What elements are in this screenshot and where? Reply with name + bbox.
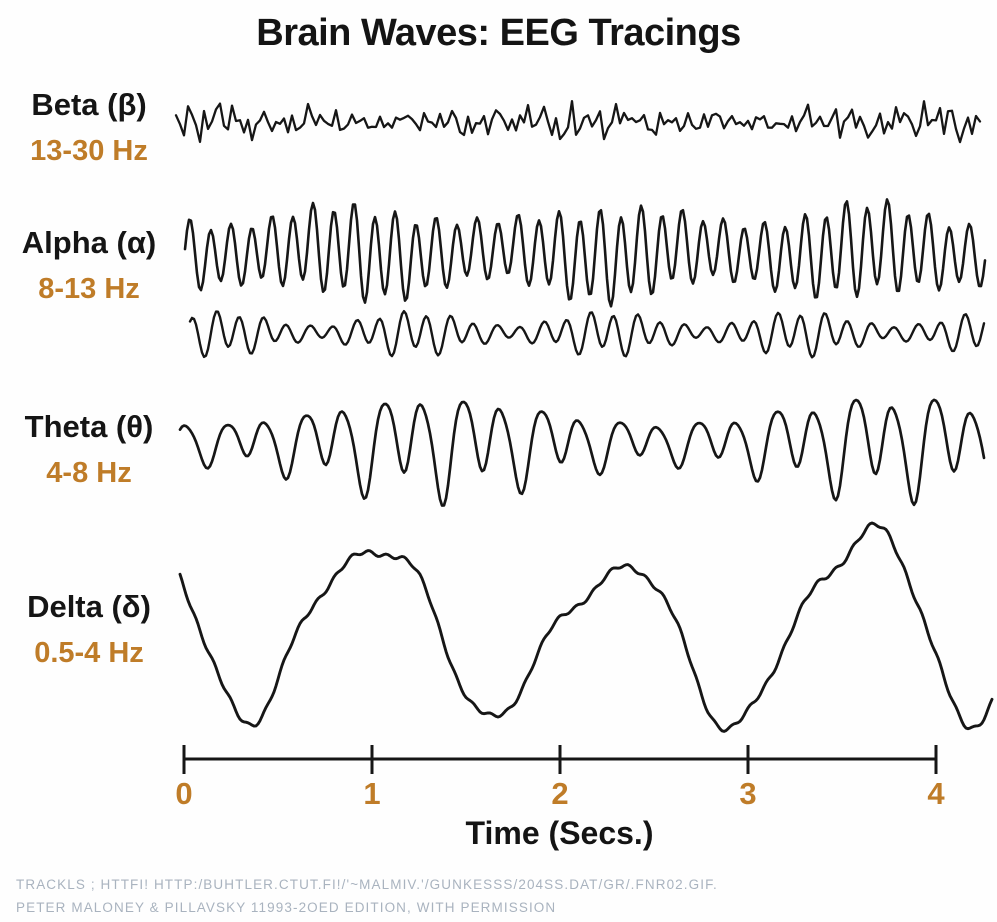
axis-tick-label-3: 3	[739, 776, 757, 811]
alpha-spindle-trace	[188, 310, 986, 359]
axis-tick-label-0: 0	[175, 776, 193, 811]
band-range-theta: 4-8 Hz	[46, 457, 132, 489]
beta-trace	[174, 99, 982, 144]
band-label-delta: Delta (δ) 0.5-4 Hz	[0, 589, 178, 670]
source-credit-line-1: TRACKLS ; HTTFI! HTTP:/BUHTLER.CTUT.FI!/…	[16, 877, 718, 892]
band-name-alpha: Alpha (α)	[21, 225, 157, 260]
time-axis	[182, 745, 938, 774]
band-name-beta: Beta (β)	[31, 87, 147, 122]
axis-tick-label-2: 2	[551, 776, 569, 811]
band-label-beta: Beta (β) 13-30 Hz	[0, 87, 178, 168]
source-credit-line-2: PETER MALONEY & PILLAVSKY 11993-2OED EDI…	[16, 900, 557, 915]
band-label-alpha: Alpha (α) 8-13 Hz	[0, 225, 178, 306]
band-label-theta: Theta (θ) 4-8 Hz	[0, 409, 178, 490]
band-range-alpha: 8-13 Hz	[38, 273, 140, 305]
band-name-delta: Delta (δ)	[27, 589, 151, 624]
axis-tick-label-4: 4	[927, 776, 945, 811]
axis-tick-label-1: 1	[363, 776, 381, 811]
band-range-delta: 0.5-4 Hz	[34, 637, 144, 669]
band-range-beta: 13-30 Hz	[30, 135, 148, 167]
band-name-theta: Theta (θ)	[24, 409, 154, 444]
page-title: Brain Waves: EEG Tracings	[256, 12, 741, 54]
alpha-trace	[183, 198, 987, 308]
x-axis-title: Time (Secs.)	[465, 815, 654, 851]
delta-trace	[178, 521, 994, 733]
theta-trace	[178, 398, 986, 507]
